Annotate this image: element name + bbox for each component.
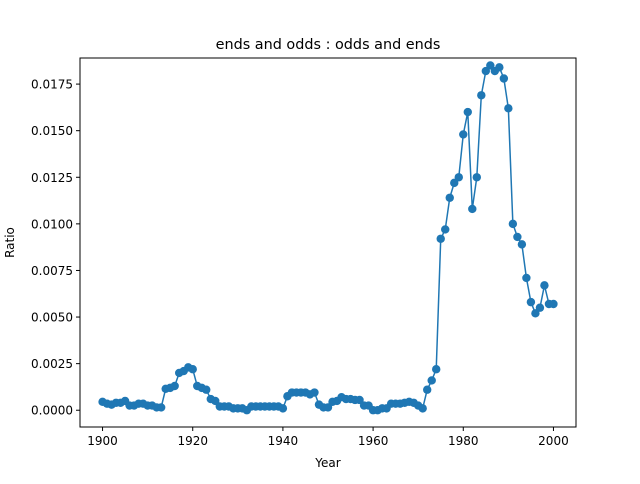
data-point (522, 273, 531, 283)
y-tick-label: 0.0100 (31, 217, 73, 231)
y-tick-label: 0.0025 (31, 357, 73, 371)
data-point (459, 130, 468, 139)
data-point (477, 91, 486, 100)
data-point (535, 303, 545, 312)
data-point (156, 403, 166, 412)
x-tick-label: 1960 (358, 434, 389, 448)
x-tick-label: 1980 (448, 434, 479, 448)
data-point (170, 381, 179, 391)
data-point (504, 104, 513, 113)
data-point (526, 297, 536, 307)
axes-frame (79, 57, 577, 428)
data-point (513, 232, 522, 242)
data-point (310, 388, 319, 397)
data-point (202, 385, 211, 394)
x-axis-ticks: 1900 1920 1940 1960 1980 2000 (87, 427, 569, 448)
x-axis-label: Year (314, 456, 340, 470)
y-tick-label: 0.0150 (31, 124, 73, 138)
data-point (423, 385, 432, 394)
data-point (211, 396, 220, 406)
data-point (454, 173, 463, 182)
data-point (355, 395, 364, 405)
y-tick-label: 0.0125 (31, 171, 73, 185)
data-point (450, 178, 459, 188)
x-tick-label: 1900 (87, 434, 118, 448)
data-point (499, 74, 509, 83)
data-point (481, 66, 491, 76)
data-point (188, 365, 197, 374)
data-point (468, 204, 477, 214)
chart-title: ends and odds : odds and ends (216, 37, 441, 53)
data-point (432, 365, 441, 374)
y-tick-label: 0.0075 (31, 264, 73, 278)
data-point (463, 107, 472, 117)
x-tick-label: 1940 (268, 434, 299, 448)
x-tick-label: 2000 (538, 434, 569, 448)
y-axis-ticks: 0.0000 0.0025 0.0050 0.0075 0.0100 0.0125 0.01… (31, 78, 80, 418)
y-tick-label: 0.0050 (31, 311, 73, 325)
data-point (441, 225, 450, 234)
data-point (531, 309, 540, 318)
data-point (445, 193, 454, 202)
data-point (427, 376, 436, 385)
data-point (508, 219, 518, 229)
y-axis-label: Ratio (3, 227, 17, 258)
data-point (495, 63, 504, 72)
data-point (278, 404, 288, 413)
x-tick-label: 1920 (177, 434, 208, 448)
y-tick-label: 0.0175 (31, 78, 73, 92)
data-point (486, 61, 495, 70)
data-point (418, 404, 427, 413)
data-point (540, 281, 549, 290)
data-point (517, 240, 527, 249)
data-point (472, 173, 481, 182)
y-tick-label: 0.0000 (31, 404, 73, 418)
data-point (436, 234, 445, 243)
data-point (549, 299, 558, 309)
data-point (323, 403, 333, 412)
plot-area (98, 61, 558, 415)
